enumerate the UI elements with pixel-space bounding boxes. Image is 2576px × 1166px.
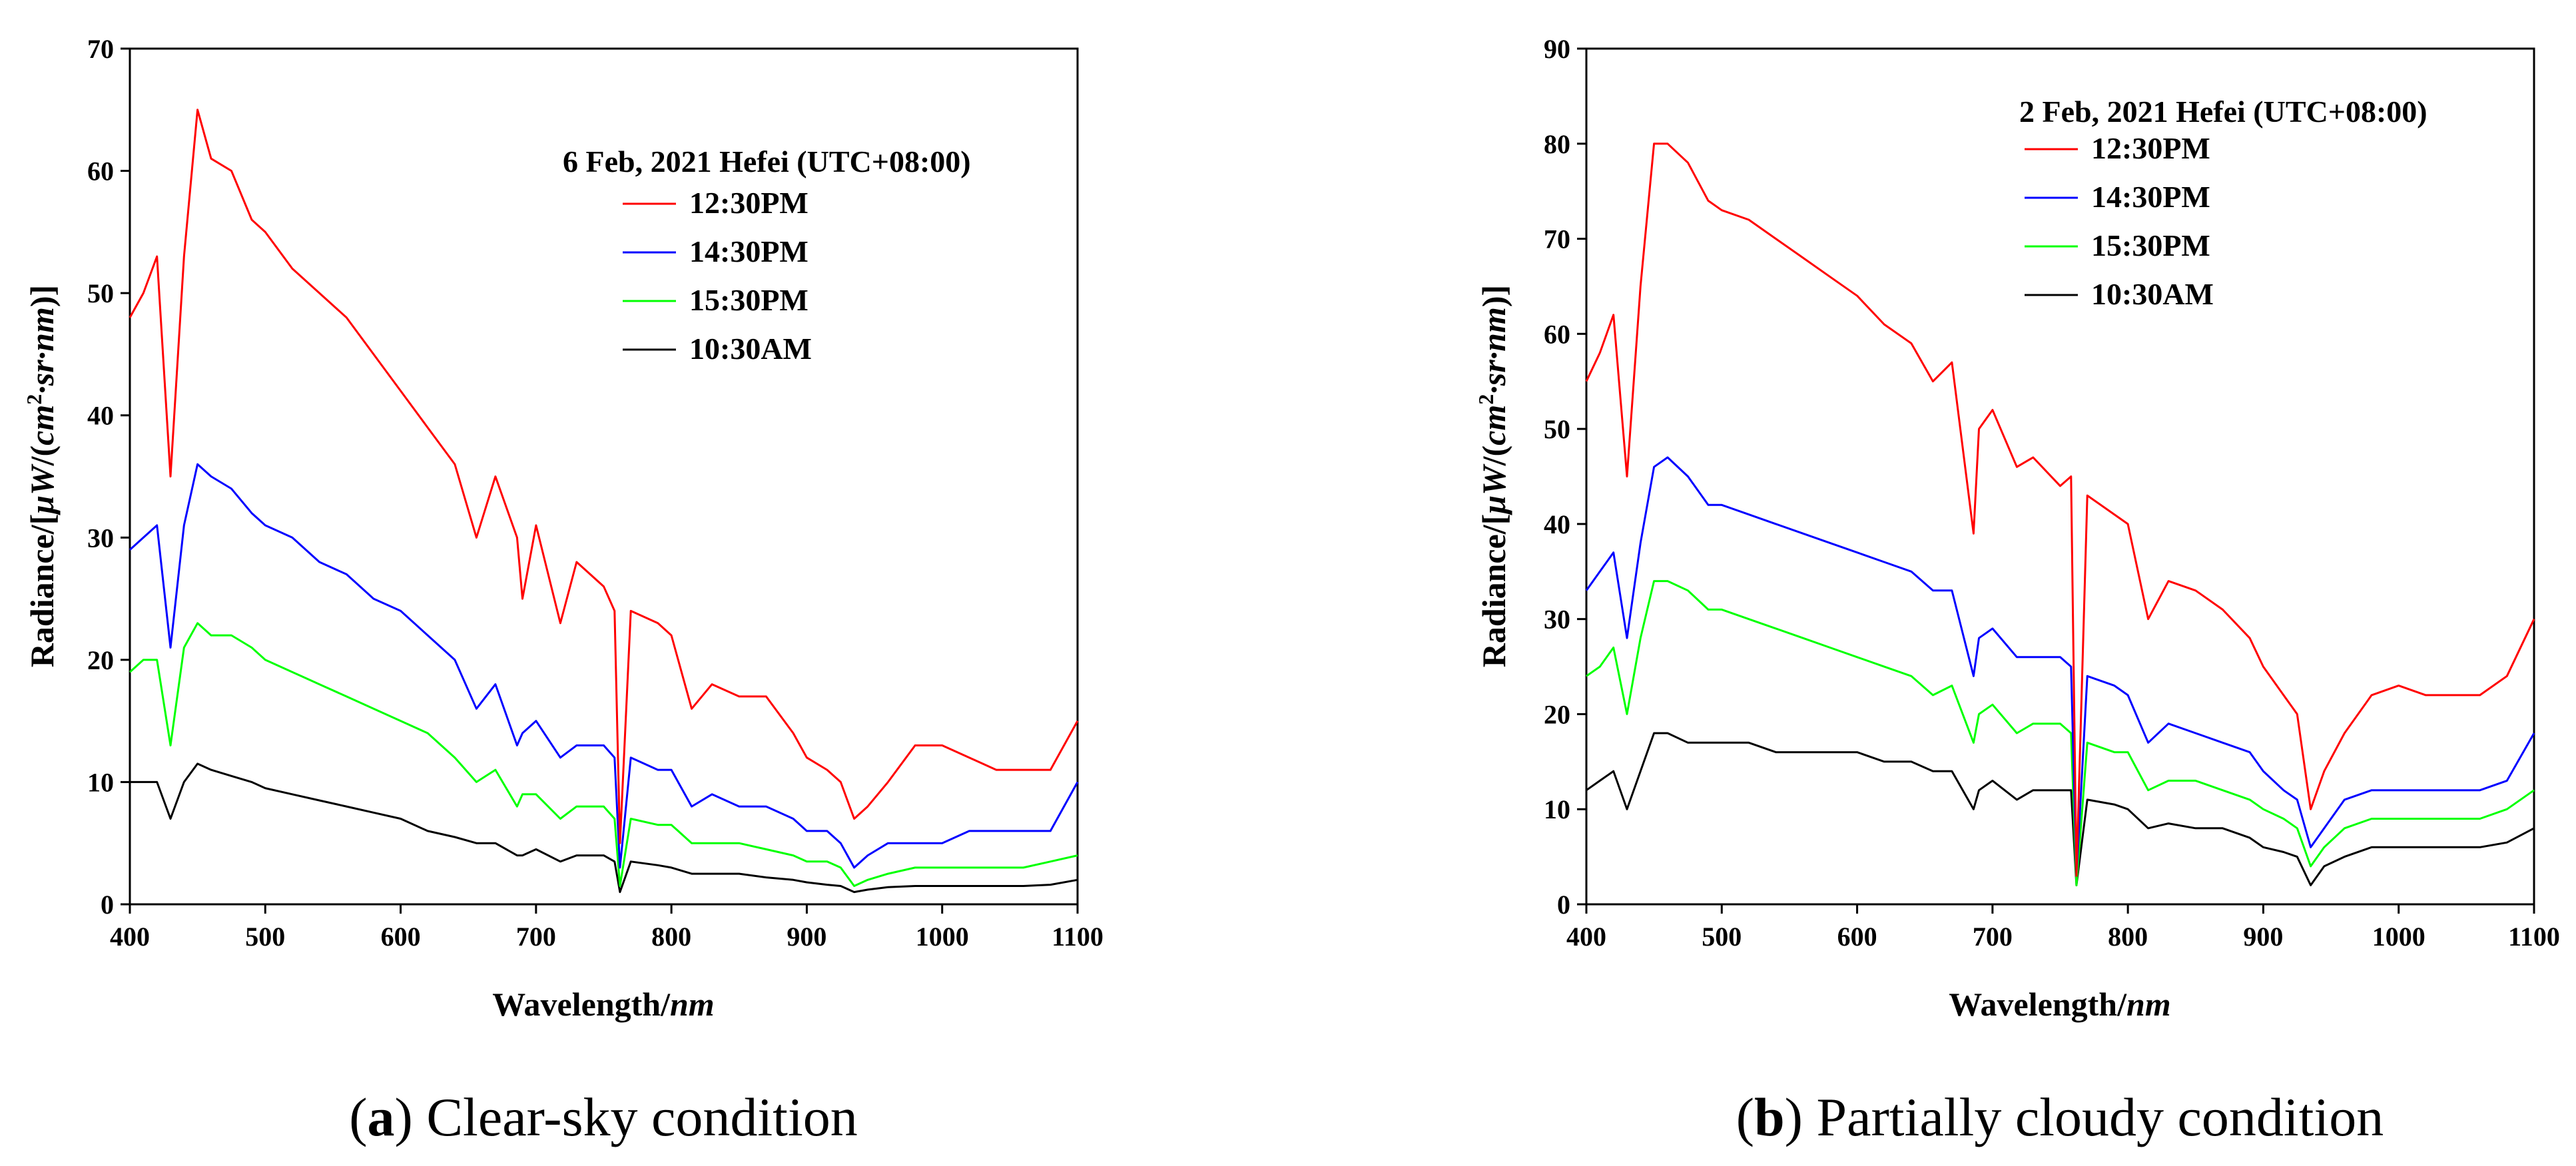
y-tick-label: 30 bbox=[87, 523, 114, 553]
x-tick-label: 700 bbox=[1973, 922, 2013, 952]
y-tick-label: 80 bbox=[1544, 129, 1570, 159]
x-tick-label: 900 bbox=[2243, 922, 2283, 952]
series-line-1430pm bbox=[1585, 456, 2535, 877]
y-tick-label: 50 bbox=[87, 278, 114, 308]
y-tick-label: 60 bbox=[87, 156, 114, 186]
series-line-1430pm bbox=[129, 463, 1079, 869]
x-tick-label: 500 bbox=[245, 922, 285, 952]
legend-b: 12:30PM 14:30PM 15:30PM 10:30AM bbox=[2025, 131, 2214, 311]
series-line-1230pm bbox=[1585, 143, 2535, 877]
x-tick-label: 800 bbox=[651, 922, 691, 952]
x-tick-label: 1100 bbox=[1052, 922, 1104, 952]
caption-a: (a) Clear-sky condition bbox=[349, 1087, 858, 1147]
legend-title-b: 2 Feb, 2021 Hefei (UTC+08:00) bbox=[2019, 95, 2427, 129]
plot-frame-b bbox=[1585, 47, 2535, 906]
x-tick-label: 600 bbox=[381, 922, 421, 952]
x-tick-label: 1000 bbox=[2372, 922, 2425, 952]
y-tick-label: 0 bbox=[101, 890, 114, 920]
x-tick-label: 400 bbox=[1566, 922, 1606, 952]
x-tick-label: 700 bbox=[516, 922, 556, 952]
legend-a: 12:30PM 14:30PM 15:30PM 10:30AM bbox=[623, 186, 812, 366]
y-tick-label: 50 bbox=[1544, 414, 1570, 444]
y-tick-label: 70 bbox=[87, 34, 114, 64]
y-tick-label: 40 bbox=[1544, 509, 1570, 539]
x-tick-label: 500 bbox=[1702, 922, 1742, 952]
y-tick-label: 10 bbox=[1544, 794, 1570, 824]
axis-ticks-b: 400 500 600 700 800 900 1000 1100 0 10 20 30 40 50 60 7… bbox=[1544, 34, 2560, 952]
x-axis-title-a: Wavelength/nm bbox=[492, 986, 714, 1023]
caption-b: (b) Partially cloudy condition bbox=[1736, 1087, 2384, 1147]
legend-label: 15:30PM bbox=[689, 283, 808, 317]
y-tick-label: 20 bbox=[1544, 699, 1570, 729]
series-group-b bbox=[1585, 143, 2535, 886]
legend-label: 14:30PM bbox=[2091, 180, 2210, 214]
y-tick-label: 20 bbox=[87, 645, 114, 675]
y-tick-label: 60 bbox=[1544, 319, 1570, 349]
legend-title-a: 6 Feb, 2021 Hefei (UTC+08:00) bbox=[563, 145, 971, 178]
legend-label: 10:30AM bbox=[689, 332, 812, 366]
x-tick-label: 600 bbox=[1837, 922, 1877, 952]
y-tick-label: 40 bbox=[87, 401, 114, 431]
series-line-1230pm bbox=[129, 109, 1079, 844]
y-tick-label: 90 bbox=[1544, 34, 1570, 64]
legend-label: 14:30PM bbox=[689, 234, 808, 268]
y-tick-label: 70 bbox=[1544, 224, 1570, 254]
panel-b-chart: 400 500 600 700 800 900 1000 1100 0 10 20 30 40 50 60 7… bbox=[1474, 34, 2560, 1147]
x-tick-label: 800 bbox=[2108, 922, 2148, 952]
series-line-1030am bbox=[1586, 732, 2535, 886]
series-line-1030am bbox=[130, 762, 1078, 894]
axis-ticks-a: 400 500 600 700 800 900 1000 1100 0 10 20 30 40 50 60 7… bbox=[87, 34, 1104, 952]
x-axis-title-b: Wavelength/nm bbox=[1949, 986, 2170, 1023]
y-axis-title-a: Radiance/[μW/(cm2·sr·nm)] bbox=[22, 285, 61, 667]
legend-label: 10:30AM bbox=[2091, 277, 2214, 311]
plot-frame-a bbox=[129, 47, 1079, 906]
x-tick-label: 1100 bbox=[2508, 922, 2560, 952]
x-tick-label: 1000 bbox=[916, 922, 969, 952]
series-line-1530pm bbox=[1586, 580, 2535, 886]
series-line-1530pm bbox=[129, 622, 1078, 887]
legend-label: 15:30PM bbox=[2091, 228, 2210, 262]
legend-label: 12:30PM bbox=[2091, 131, 2210, 165]
x-tick-label: 400 bbox=[110, 922, 150, 952]
y-tick-label: 0 bbox=[1557, 890, 1570, 920]
legend-label: 12:30PM bbox=[689, 186, 808, 220]
y-axis-title-b: Radiance/[μW/(cm2·sr·nm)] bbox=[1474, 285, 1512, 667]
series-group-a bbox=[129, 109, 1079, 894]
y-tick-label: 10 bbox=[87, 767, 114, 797]
x-tick-label: 900 bbox=[787, 922, 826, 952]
panel-a-chart: 400 500 600 700 800 900 1000 1100 0 10 20 30 40 50 60 7… bbox=[22, 34, 1104, 1147]
y-tick-label: 30 bbox=[1544, 605, 1570, 635]
